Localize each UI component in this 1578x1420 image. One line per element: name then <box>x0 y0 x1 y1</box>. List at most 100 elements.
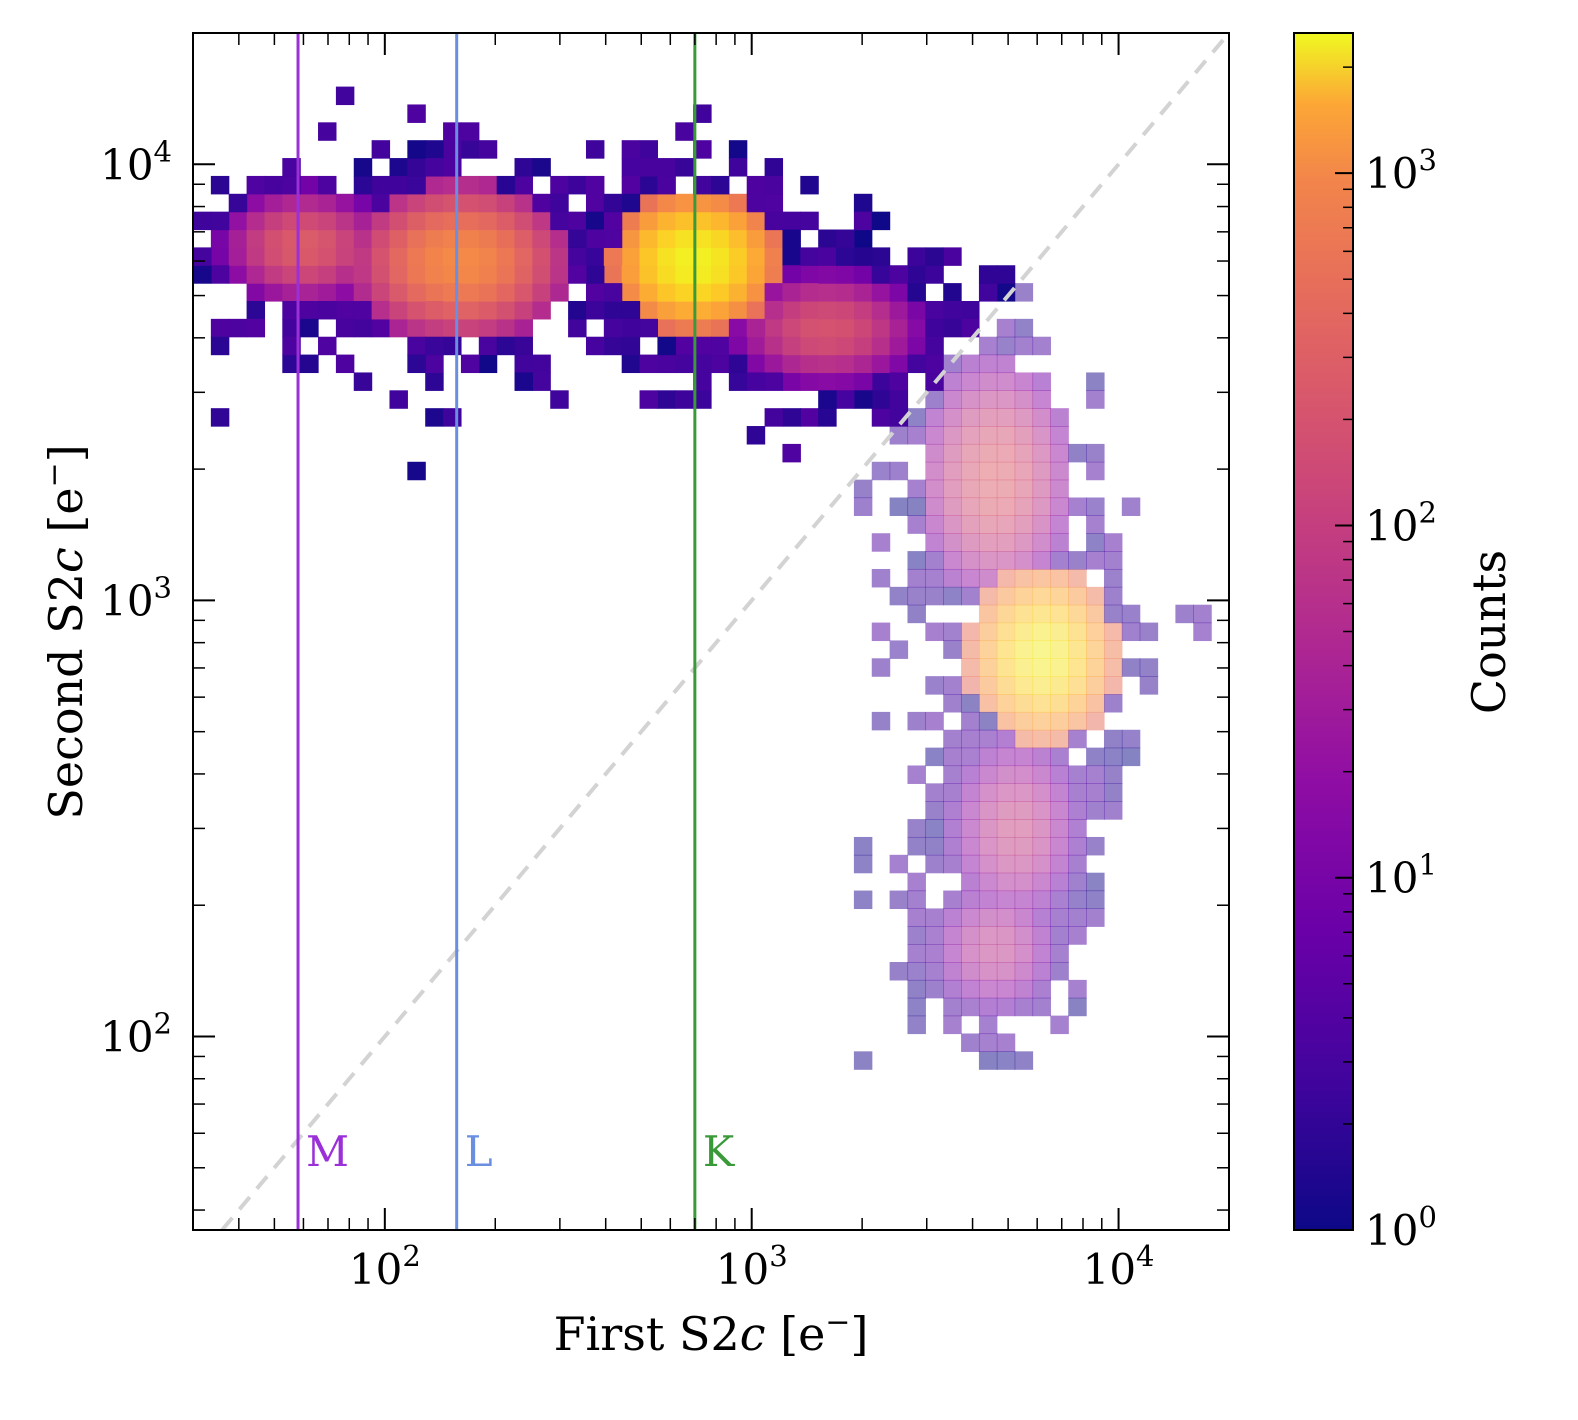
heatmap-bin <box>764 283 784 302</box>
heatmap-bin <box>371 140 391 159</box>
heatmap-bin <box>657 318 676 338</box>
heatmap-bin <box>1032 908 1051 927</box>
heatmap-bin <box>978 497 998 516</box>
heatmap-bin <box>764 158 784 177</box>
heatmap-bin <box>853 229 873 248</box>
heatmap-bin <box>443 211 462 231</box>
heatmap-bin <box>1014 979 1034 999</box>
heatmap-bin <box>228 211 248 231</box>
heatmap-bin <box>943 676 962 695</box>
heatmap-bin <box>675 283 694 302</box>
heatmap-bin <box>1086 908 1105 927</box>
heatmap-bin <box>978 783 998 802</box>
heatmap-bin <box>1050 568 1069 588</box>
heatmap-bin <box>853 318 873 338</box>
heatmap-bin <box>1032 640 1051 659</box>
heatmap-bin <box>996 515 1016 534</box>
heatmap-bin <box>907 908 926 927</box>
heatmap-bin <box>193 265 212 284</box>
heatmap-bin <box>1032 783 1051 802</box>
heatmap-bin <box>871 711 891 731</box>
heatmap-bin <box>1032 372 1051 391</box>
heatmap-bin <box>996 694 1016 713</box>
heatmap-bin <box>657 336 676 356</box>
heatmap-bin <box>514 336 533 356</box>
heatmap-bin <box>300 283 319 302</box>
heatmap-bin <box>978 747 998 767</box>
heatmap-bin <box>621 336 641 356</box>
heatmap-bin <box>425 211 444 231</box>
heatmap-bin <box>978 979 998 999</box>
heatmap-bin <box>925 247 944 266</box>
heatmap-bin <box>514 300 533 320</box>
heatmap-bin <box>1086 783 1105 802</box>
heatmap-bin <box>675 158 694 177</box>
heatmap-bin <box>711 300 730 320</box>
heatmap-bin <box>389 175 408 195</box>
heatmap-bin <box>1050 622 1069 642</box>
heatmap-bin <box>1032 658 1051 677</box>
heatmap-bin <box>889 265 909 284</box>
heatmap-bin <box>943 497 962 516</box>
heatmap-bin <box>925 533 944 552</box>
heatmap-bin <box>496 193 516 213</box>
heatmap-bin <box>1121 497 1141 516</box>
heatmap-bin <box>728 336 748 356</box>
heatmap-bin <box>978 854 998 874</box>
heatmap-bin <box>621 140 641 159</box>
heatmap-bin <box>800 211 819 231</box>
heatmap-bin <box>300 318 319 338</box>
heatmap-bin <box>1032 497 1051 516</box>
heatmap-bin <box>907 408 926 427</box>
heatmap-bin <box>657 175 676 195</box>
heatmap-bin <box>978 765 998 784</box>
heatmap-bin <box>318 175 337 195</box>
heatmap-bin <box>675 211 694 231</box>
heatmap-bin <box>532 265 551 284</box>
heatmap-bin <box>800 318 819 338</box>
heatmap-bin <box>925 515 944 534</box>
heatmap-bin <box>961 729 980 749</box>
heatmap-bin <box>478 300 498 320</box>
heatmap-bin <box>711 283 730 302</box>
heatmap-bin <box>1103 729 1123 749</box>
heatmap-bin <box>532 158 551 177</box>
heatmap-bin <box>978 604 998 624</box>
heatmap-bin <box>1068 729 1087 749</box>
heatmap-bin <box>782 318 801 338</box>
heatmap-bin <box>407 211 426 231</box>
heatmap-bin <box>996 408 1016 427</box>
heatmap-bin <box>389 229 408 248</box>
heatmap-bin <box>514 318 533 338</box>
heatmap-bin <box>943 568 962 588</box>
heatmap-bin <box>1032 819 1051 838</box>
heatmap-bin <box>621 283 641 302</box>
heatmap-bin <box>1086 443 1105 463</box>
heatmap-bin <box>1032 568 1051 588</box>
heatmap-bin <box>961 944 980 963</box>
heatmap-bin <box>711 354 730 374</box>
heatmap-bin <box>996 265 1016 284</box>
heatmap-bin <box>836 265 855 284</box>
heatmap-bin <box>711 247 730 266</box>
heatmap-bin <box>907 497 926 516</box>
heatmap-bin <box>996 372 1016 391</box>
heatmap-bin <box>1068 908 1087 927</box>
heatmap-bin <box>1014 461 1034 481</box>
heatmap-bin <box>1175 604 1194 624</box>
shell-label-m: M <box>306 1127 349 1176</box>
heatmap-bin <box>514 211 533 231</box>
heatmap-bin <box>764 336 784 356</box>
heatmap-bin <box>728 372 748 391</box>
heatmap-bin <box>460 122 480 141</box>
heatmap-bin <box>800 354 819 374</box>
heatmap-bin <box>1086 551 1105 570</box>
heatmap-bin <box>818 283 837 302</box>
heatmap-bin <box>1068 568 1087 588</box>
heatmap-bin <box>764 193 784 213</box>
heatmap-bin <box>996 426 1016 445</box>
heatmap-bin <box>943 586 962 606</box>
heatmap-bin <box>943 426 962 445</box>
heatmap-bin <box>585 140 605 159</box>
x-tick-label: 103 <box>716 1239 788 1294</box>
